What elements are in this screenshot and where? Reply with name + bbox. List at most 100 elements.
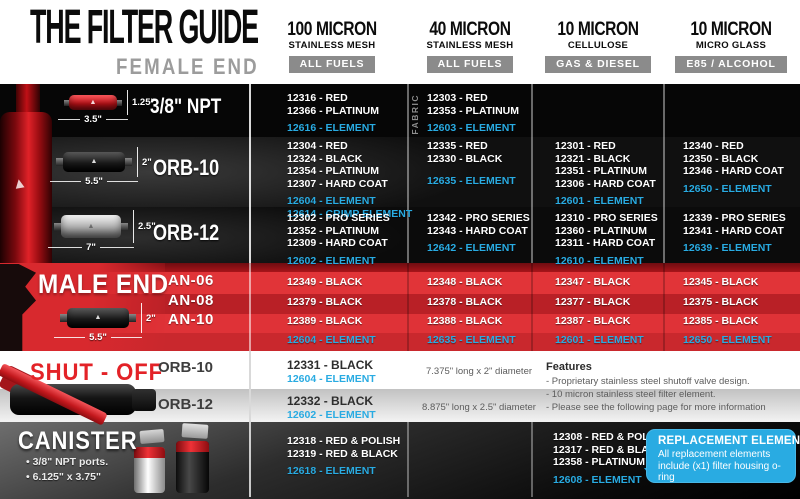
divider-label-col-canister xyxy=(249,422,251,497)
part-number: 12385 - BLACK xyxy=(683,315,759,327)
cell-npt-40micron: 12303 - RED 12353 - PLATINUM 12603 - ELE… xyxy=(427,92,519,135)
shutoff-valve-cap xyxy=(132,389,156,411)
features-title: Features xyxy=(546,361,592,373)
part-number: 12387 - BLACK xyxy=(555,315,631,327)
size-note: 7.375" long x 2" diameter xyxy=(425,366,533,377)
part-number: 12341 - HARD COAT xyxy=(683,224,784,237)
divider-label-col-shutoff xyxy=(249,351,251,422)
cell-orb12-glass: 12339 - PRO SERIES 12341 - HARD COAT 126… xyxy=(683,212,786,255)
npt-filter-diagram: ▲ 1.25" 3.5" xyxy=(64,90,155,125)
part-number: 12306 - HARD COAT xyxy=(555,177,656,190)
replacement-elements-title: REPLACEMENT ELEMENTS xyxy=(658,435,800,447)
filter-media: STAINLESS MESH xyxy=(426,40,514,51)
element-part-number: 12602 - ELEMENT xyxy=(287,254,376,267)
part-number: 12316 - RED xyxy=(287,92,348,104)
cell-orb10-40micron: 12335 - RED 12330 - BLACK 12635 - ELEMEN… xyxy=(427,140,516,188)
part-number: 12348 - BLACK xyxy=(427,276,503,288)
column-header-10-micron-cellulose: 10 MICRON CELLULOSE GAS & DIESEL xyxy=(532,20,664,73)
element-part-number: 12650 - ELEMENT xyxy=(683,182,772,195)
micron-rating: 10 MICRON xyxy=(557,19,639,40)
part-number: 12342 - PRO SERIES xyxy=(427,212,530,224)
section-label-female-end: FEMALE END xyxy=(116,54,259,79)
cell-orb12-cellulose: 12310 - PRO SERIES 12360 - PLATINUM 1231… xyxy=(555,212,658,267)
part-number: 12311 - HARD COAT xyxy=(555,237,656,249)
element-part-number: 12603 - ELEMENT xyxy=(427,122,516,134)
row-label-an10: AN-10 xyxy=(168,311,214,328)
orb10-filter-diagram: ▲ 2" 5.5" xyxy=(56,147,152,187)
part-number: 12317 - RED & BLACK xyxy=(553,443,664,456)
part-number: 12335 - RED xyxy=(427,140,488,152)
part-number: 12350 - BLACK xyxy=(683,152,759,165)
part-number: 12379 - BLACK xyxy=(287,296,363,308)
divider-label-col-male xyxy=(249,263,251,351)
divider-col1-col2-male xyxy=(407,263,409,351)
part-number: 12332 - BLACK xyxy=(287,394,374,408)
element-part-number: 12602 - ELEMENT xyxy=(287,409,376,421)
column-header-100-micron: 100 MICRON STAINLESS MESH ALL FUELS xyxy=(256,20,408,73)
canister-red-cap xyxy=(176,441,209,452)
red-filter-photo-neck xyxy=(16,84,40,116)
row-label-an08: AN-08 xyxy=(168,292,214,309)
canister-bracket xyxy=(181,423,209,439)
length-dimension: 7" xyxy=(48,242,134,253)
element-part-number: 12601 - ELEMENT xyxy=(555,195,644,207)
diameter-dimension: 2" xyxy=(141,303,156,333)
part-number: 12310 - PRO SERIES xyxy=(555,212,658,224)
aeromotive-logo-icon: ▲ xyxy=(94,314,102,322)
filter-media: CELLULOSE xyxy=(567,40,629,51)
element-part-number: 12635 - ELEMENT xyxy=(427,175,516,187)
element-part-number: 12650 - ELEMENT xyxy=(683,334,772,346)
element-part-number: 12610 - ELEMENT xyxy=(555,254,644,267)
orb12-filter-diagram: ▲ 2.5" 7" xyxy=(54,210,156,253)
divider-col2-col3-female xyxy=(531,84,533,263)
part-number: 12304 - RED xyxy=(287,140,348,152)
aeromotive-logo-icon: ▲ xyxy=(87,222,95,230)
male-row-elements-stripe xyxy=(0,333,800,351)
aeromotive-logo-icon: ▲ xyxy=(90,158,98,166)
part-number: 12366 - PLATINUM xyxy=(287,104,379,117)
part-number: 12378 - BLACK xyxy=(427,296,503,308)
part-number: 12346 - HARD COAT xyxy=(683,165,784,177)
part-number: 12349 - BLACK xyxy=(287,276,363,288)
divider-col2-col3-canister xyxy=(531,422,533,497)
fuel-badge: ALL FUELS xyxy=(288,56,376,73)
element-part-number: 12608 - ELEMENT xyxy=(553,473,642,486)
feature-item: - Please see the following page for more… xyxy=(546,402,766,413)
part-number: 12324 - BLACK xyxy=(287,152,363,165)
row-label-orb10: ORB-10 xyxy=(153,155,220,180)
filter-port xyxy=(54,222,61,231)
cell-orb12-100micron: 12302 - PRO SERIES 12352 - PLATINUM 1230… xyxy=(287,212,390,267)
part-number: 12330 - BLACK xyxy=(427,152,503,165)
part-number: 12351 - PLATINUM xyxy=(555,165,647,177)
shutoff-heading: SHUT - OFF xyxy=(30,359,164,386)
element-part-number: 12604 - ELEMENT xyxy=(287,195,376,207)
male-end-heading: MALE END xyxy=(38,269,169,299)
row-label-npt: 3/8" NPT xyxy=(150,95,222,118)
filter-body: ▲ xyxy=(67,308,129,328)
part-number: 12389 - BLACK xyxy=(287,315,363,327)
divider-col3-col4-male xyxy=(663,263,665,351)
canister-black-photo xyxy=(176,441,209,493)
length-dimension: 3.5" xyxy=(58,114,128,125)
filter-port xyxy=(121,222,128,231)
filter-port xyxy=(64,99,69,106)
length-dimension: 5.5" xyxy=(54,332,142,343)
fabric-vertical-note: FABRIC xyxy=(410,94,420,135)
diameter-dimension: 2" xyxy=(137,147,152,177)
divider-label-col-female xyxy=(249,84,251,263)
filter-media: MICRO GLASS xyxy=(695,40,767,51)
part-number: 12353 - PLATINUM xyxy=(427,104,519,117)
canister-spec-bullet: • 3/8" NPT ports. xyxy=(26,456,109,468)
cell-canister-100micron: 12318 - RED & POLISH 12319 - RED & BLACK… xyxy=(287,435,400,478)
part-number: 12345 - BLACK xyxy=(683,276,759,288)
micron-rating: 40 MICRON xyxy=(429,19,511,40)
cell-orb10-cellulose: 12301 - RED 12321 - BLACK 12351 - PLATIN… xyxy=(555,140,656,208)
filter-port xyxy=(117,99,122,106)
column-header-40-micron: 40 MICRON STAINLESS MESH ALL FUELS xyxy=(408,20,532,73)
part-number: 12318 - RED & POLISH xyxy=(287,435,401,447)
filter-port xyxy=(60,314,67,322)
red-filter-photo xyxy=(0,112,52,263)
micron-rating: 100 MICRON xyxy=(287,19,377,40)
part-number: 12360 - PLATINUM xyxy=(555,224,647,237)
diameter-dimension: 1.25" xyxy=(127,90,155,115)
